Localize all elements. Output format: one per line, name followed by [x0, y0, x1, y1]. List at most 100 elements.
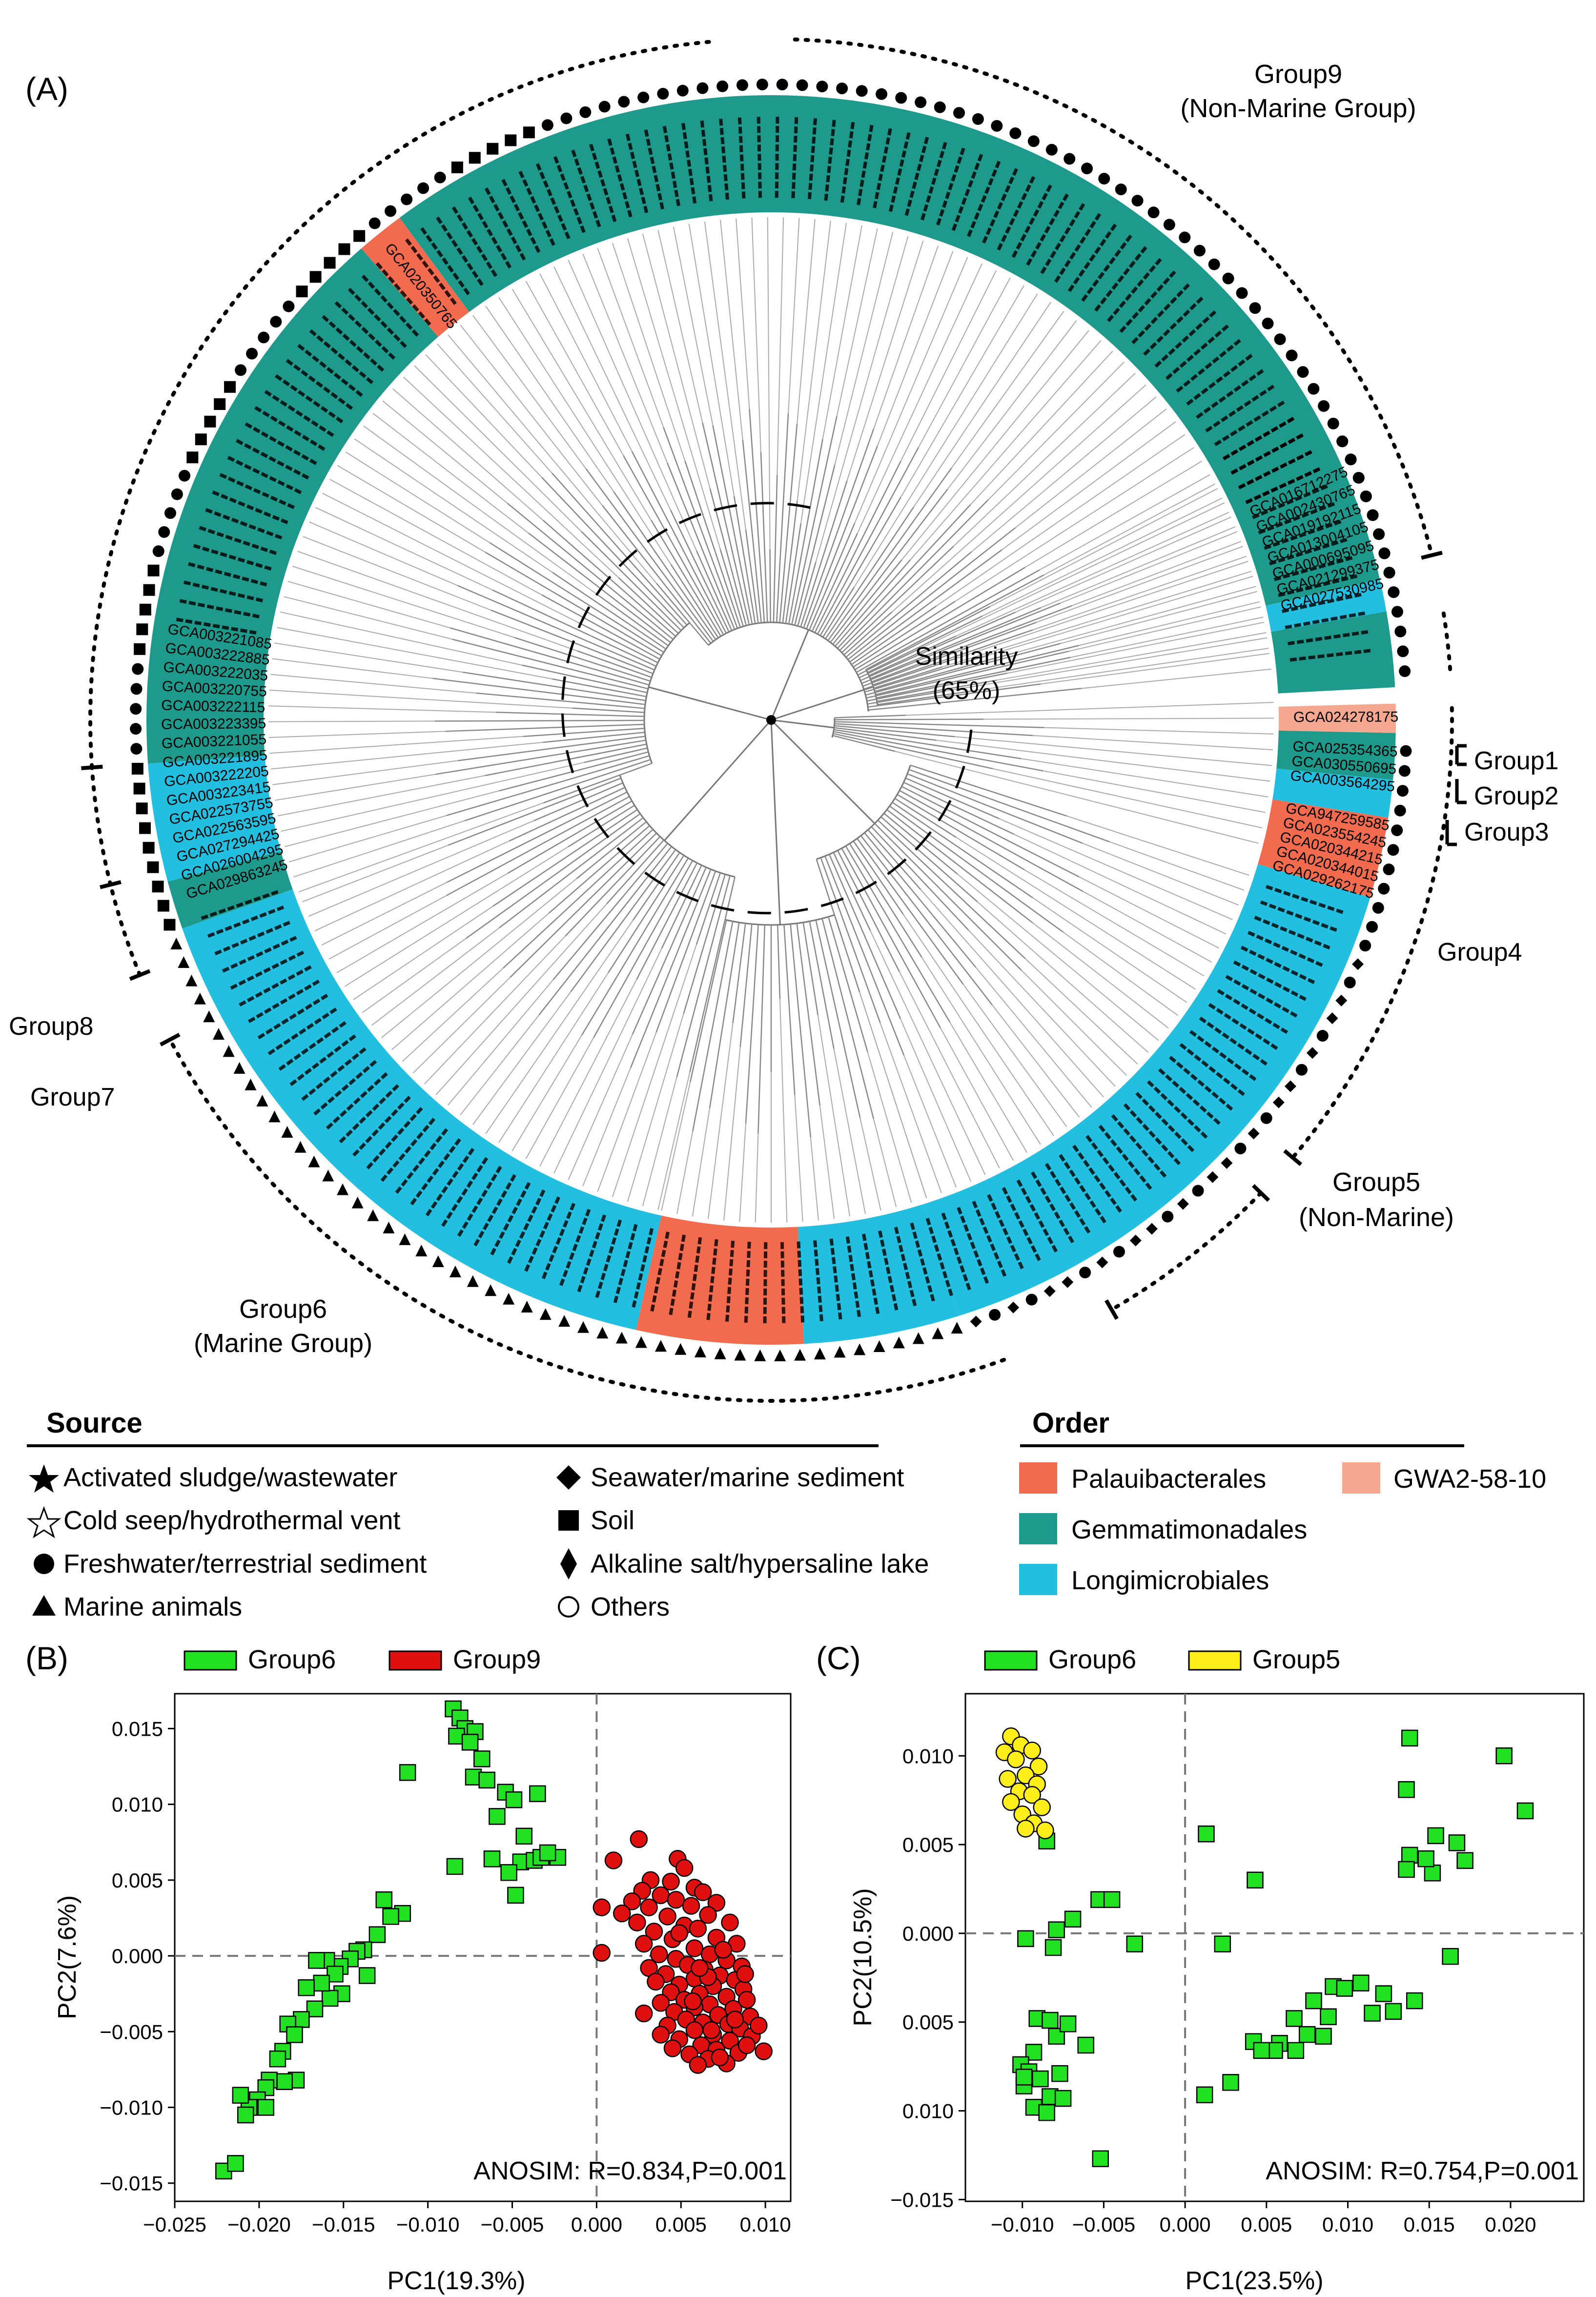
- tip-marker: [258, 331, 270, 344]
- data-point-group9: [737, 2036, 756, 2054]
- branch: [806, 446, 878, 629]
- branch: [854, 293, 1038, 588]
- group-boundary-tick: [1251, 1184, 1270, 1202]
- branch: [688, 224, 735, 496]
- tip-label-stroke: [337, 1084, 399, 1145]
- tip-marker: [131, 762, 143, 775]
- tip-marker: [152, 545, 164, 557]
- tip-label: GCA024278175: [1293, 709, 1398, 725]
- branch: [608, 855, 685, 973]
- branch: [860, 835, 993, 1005]
- data-point-group5: [1033, 1798, 1051, 1816]
- tip-marker: [1044, 1285, 1056, 1297]
- y-tick-label: 0.010: [902, 2100, 954, 2123]
- tip-marker: [1027, 135, 1040, 147]
- tip-marker: [1064, 153, 1076, 165]
- tip-marker: [577, 1321, 589, 1333]
- tip-marker: [385, 205, 397, 217]
- tip-marker: [991, 120, 1003, 132]
- branch: [597, 248, 664, 428]
- branch-stem: [770, 629, 809, 720]
- data-point-group6: [1059, 2015, 1077, 2032]
- data-point-group9: [750, 2016, 768, 2035]
- tip-marker: [434, 171, 446, 184]
- tip-marker: [139, 822, 151, 834]
- branch: [582, 1067, 631, 1187]
- tip-marker: [970, 1315, 982, 1328]
- y-tick-label: −0.015: [100, 2172, 163, 2195]
- tip-label-stroke: [1278, 574, 1360, 597]
- data-point-group6: [489, 1808, 506, 1825]
- branch: [820, 857, 881, 1024]
- data-point-group9: [736, 1965, 754, 1983]
- tip-marker: [338, 243, 350, 255]
- data-point-group6: [1424, 1865, 1441, 1882]
- tip-label-stroke: [1269, 537, 1350, 566]
- similarity-label: Similarity: [915, 642, 1018, 671]
- branch: [337, 465, 486, 553]
- tip-marker: [521, 1301, 533, 1313]
- legend-source-activated-sludge: Activated sludge/wastewater: [29, 1463, 397, 1493]
- group9-arc: [793, 37, 1434, 557]
- branch: [328, 895, 447, 960]
- data-point-group9: [682, 1897, 700, 1915]
- branch-stem: [770, 719, 781, 925]
- branch: [1066, 815, 1249, 876]
- tip-marker: [1262, 317, 1274, 329]
- tip-label-stroke: [878, 1230, 899, 1313]
- branch: [1083, 891, 1212, 963]
- data-point-group5: [1002, 1793, 1020, 1811]
- tip-marker: [164, 507, 176, 519]
- filled-circle-icon: [34, 1554, 54, 1574]
- panel-c-legend: Group6 Group5: [984, 1645, 1340, 1674]
- y-tick-label: 0.010: [112, 1793, 163, 1816]
- tip-marker: [487, 143, 499, 155]
- tip-label-stroke: [535, 161, 571, 239]
- tip-label-stroke: [351, 1095, 411, 1158]
- tip-label-stroke: [1233, 960, 1309, 1002]
- branch: [819, 1105, 835, 1219]
- tip-label-stroke: [1040, 201, 1086, 274]
- branch-stem: [648, 686, 772, 721]
- branch: [457, 585, 655, 671]
- branch: [867, 1051, 912, 1203]
- branch-stem: [771, 719, 835, 729]
- tip-marker: [195, 433, 207, 446]
- data-point-group5: [1007, 1750, 1025, 1768]
- branch: [827, 467, 952, 641]
- legend-swatch-group9: [389, 1650, 442, 1671]
- tip-label-stroke: [1196, 368, 1266, 419]
- group-boundary-tick: [129, 969, 151, 981]
- tip-marker: [415, 1244, 428, 1256]
- legend-label-group9: Group9: [453, 1645, 541, 1674]
- tip-marker: [449, 1265, 461, 1277]
- branch: [1068, 606, 1261, 652]
- tip-label-stroke: [987, 1194, 1025, 1271]
- branch: [1060, 531, 1238, 604]
- branch: [902, 914, 1054, 1136]
- branch: [272, 760, 458, 785]
- tip-label-stroke: [925, 1217, 954, 1298]
- data-point-group6: [515, 1827, 532, 1845]
- data-point-group6: [473, 1750, 491, 1767]
- tip-label-stroke: [840, 120, 855, 203]
- tip-marker: [1318, 400, 1330, 412]
- tip-label-stroke: [552, 154, 586, 233]
- x-tick-label: 0.005: [1241, 2213, 1292, 2236]
- tip-marker: [281, 1126, 293, 1138]
- branch: [837, 504, 971, 649]
- branch: [476, 692, 645, 709]
- tip-marker: [934, 101, 946, 113]
- group1-label: Group1: [1474, 747, 1558, 775]
- branch: [773, 475, 778, 623]
- branch: [391, 912, 550, 1050]
- tip-label-stroke: [650, 1231, 670, 1314]
- data-point-group6: [500, 1864, 517, 1881]
- tip-label-stroke: [576, 1214, 607, 1294]
- data-point-group6: [232, 2087, 249, 2104]
- branch: [707, 1023, 734, 1219]
- tip-label-stroke: [972, 1201, 1007, 1279]
- data-point-group6: [1198, 1825, 1215, 1843]
- tip-marker: [794, 1349, 806, 1361]
- tip-marker: [157, 900, 169, 912]
